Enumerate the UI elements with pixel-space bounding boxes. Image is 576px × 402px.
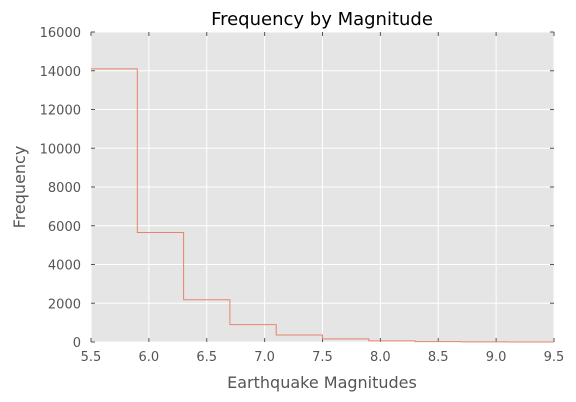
frequency-step-line [91, 68, 554, 343]
x-tick-label: 5.5 [81, 350, 102, 365]
y-tick-label: 12000 [40, 104, 81, 119]
x-tick-label: 9.5 [544, 350, 565, 365]
y-tick-label: 6000 [48, 220, 81, 235]
y-tick-label: 16000 [40, 26, 81, 41]
x-tick-label: 7.5 [312, 350, 333, 365]
y-tick-labels: 0 2000 4000 6000 8000 10000 12000 14000 16000 [40, 26, 81, 351]
chart-title: Frequency by Magnitude [211, 9, 433, 30]
x-tick-label: 9.0 [486, 350, 507, 365]
x-tick-label: 8.0 [370, 350, 391, 365]
x-tick-label: 6.0 [139, 350, 160, 365]
y-tick-label: 4000 [48, 259, 81, 274]
y-tick-label: 8000 [48, 181, 81, 196]
tick-marks [90, 31, 555, 343]
y-tick-label: 2000 [48, 297, 81, 312]
x-tick-labels: 5.5 6.0 6.5 7.0 7.5 8.0 8.5 9.0 9.5 [81, 350, 565, 365]
y-tick-label: 10000 [40, 142, 81, 157]
y-axis-label: Frequency [10, 146, 29, 229]
y-tick-label: 14000 [40, 65, 81, 80]
x-tick-label: 7.0 [254, 350, 275, 365]
x-tick-label: 8.5 [428, 350, 449, 365]
x-tick-label: 6.5 [196, 350, 217, 365]
x-axis-label: Earthquake Magnitudes [227, 373, 417, 392]
y-tick-label: 0 [73, 336, 81, 351]
